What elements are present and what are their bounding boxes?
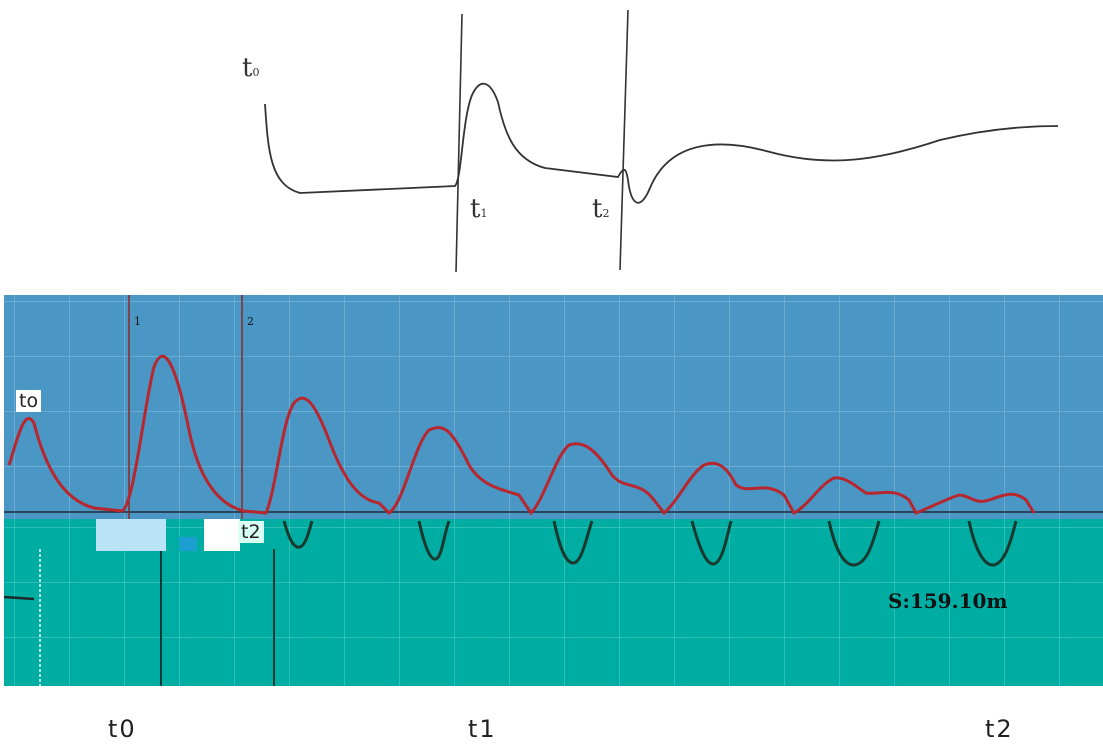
bottom-label-t0: t0	[108, 715, 137, 743]
sketch-marker-line-t1	[455, 13, 463, 273]
distance-readout: S:159.10m	[888, 589, 1008, 613]
bottom-label-t2: t2	[985, 715, 1014, 743]
scope-lower-widget-c	[179, 537, 197, 551]
sketch-diagram	[264, 9, 1059, 273]
cursor-1-number: 1	[134, 315, 141, 328]
bottom-label-t1: t1	[468, 715, 497, 743]
scope-lower-plot	[4, 519, 1103, 686]
scope-upper-panel: to 1 2	[4, 295, 1103, 519]
sketch-label-t1: t1	[470, 194, 488, 224]
sketch-waveform	[264, 82, 1059, 204]
scope-tag-t0: to	[16, 390, 42, 412]
scope-lower-panel	[4, 519, 1103, 686]
sketch-label-t2: t2	[592, 194, 610, 224]
scope-lower-level-line	[4, 595, 35, 601]
scope-upper-trace	[7, 354, 1036, 516]
scope-lower-widget-a[interactable]	[96, 519, 166, 551]
scope-tag-t2: t2	[238, 521, 264, 543]
cursor-2-number: 2	[247, 315, 254, 328]
scope-lower-widget-b[interactable]	[204, 519, 240, 551]
scope-upper-grid	[4, 295, 1103, 519]
scope-upper-plot	[4, 295, 1103, 519]
sketch-label-t0: t0	[242, 53, 260, 83]
scope-lower-trace	[282, 520, 1018, 567]
sketch-marker-line-t2	[619, 9, 629, 271]
